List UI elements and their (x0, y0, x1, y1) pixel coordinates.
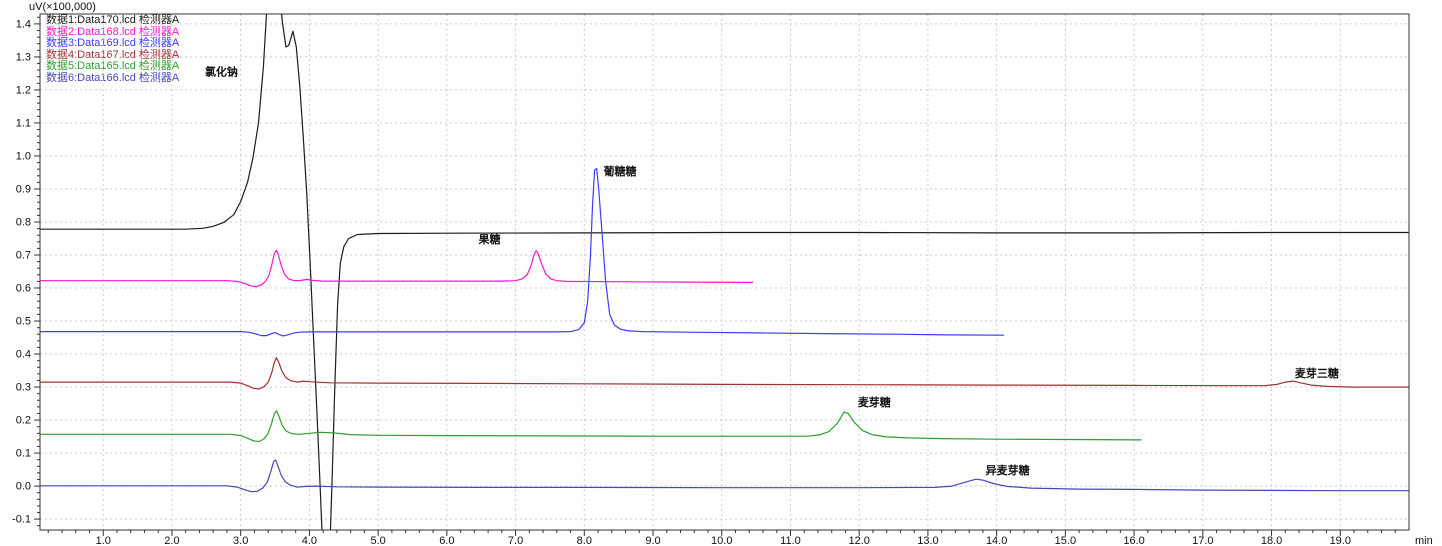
y-tick-label: 0.3 (16, 382, 31, 394)
x-tick-label: 3.0 (233, 535, 248, 546)
x-tick-label: 17.0 (1192, 535, 1213, 546)
y-tick-label: 0.8 (16, 216, 31, 228)
peak-label: 葡糖糖 (603, 164, 637, 178)
x-tick-label: 19.0 (1330, 535, 1351, 546)
y-tick-label: 0.1 (16, 448, 31, 460)
peak-label: 麦芽三糖 (1295, 366, 1339, 380)
y-axis-title: uV(×100,000) (29, 1, 96, 13)
x-tick-label: 11.0 (780, 535, 801, 546)
legend-item: 数据2:Data168.lcd 检测器A (46, 25, 180, 38)
plot-border (39, 13, 1410, 531)
x-tick-label: 4.0 (302, 535, 317, 546)
x-tick-label: 13.0 (917, 535, 938, 546)
x-axis-title: min (1415, 535, 1433, 546)
y-tick-label: 0.7 (16, 249, 31, 261)
traces-group (40, 14, 1409, 530)
y-tick-label: 0.0 (16, 481, 31, 493)
y-tick-label: 1.2 (16, 84, 31, 96)
peak-label: 果糖 (477, 232, 500, 246)
x-tick-label: 9.0 (645, 535, 660, 546)
trace-series-4 (40, 357, 1409, 390)
x-tick-label: 5.0 (370, 535, 385, 546)
y-tick-label: -0.1 (12, 514, 31, 526)
x-tick-label: 18.0 (1261, 535, 1282, 546)
x-tick-label: 15.0 (1055, 535, 1076, 546)
trace-series-1 (40, 14, 1409, 530)
y-tick-label: 0.6 (16, 283, 31, 295)
y-tick-label: 0.4 (16, 349, 31, 361)
trace-series-5 (40, 410, 1142, 443)
x-tick-label: 8.0 (577, 535, 592, 546)
trace-series-6 (40, 459, 1409, 493)
y-tick-label: 0.5 (16, 316, 31, 328)
x-tick-label: 16.0 (1123, 535, 1144, 546)
x-tick-label: 6.0 (439, 535, 454, 546)
y-tick-label: 1.0 (16, 150, 31, 162)
x-tick-label: 1.0 (96, 535, 111, 546)
trace-series-2 (40, 249, 754, 288)
legend-item: 数据5:Data165.lcd 检测器A (46, 60, 180, 72)
y-tick-label: 0.2 (16, 415, 31, 427)
peak-label: 异麦芽糖 (986, 463, 1030, 477)
x-tick-label: 12.0 (848, 535, 869, 546)
trace-series-3 (40, 167, 1005, 337)
legend-item: 数据1:Data170.lcd 检测器A (46, 14, 180, 26)
legend-item: 数据4:Data167.lcd 检测器A (46, 48, 180, 61)
y-tick-label: 1.3 (16, 51, 31, 63)
x-tick-label: 14.0 (986, 535, 1007, 546)
legend: 数据1:Data170.lcd 检测器A 数据2:Data168.lcd 检测器A… (46, 14, 180, 84)
x-tick-label: 10.0 (711, 535, 732, 546)
peak-label: 麦芽糖 (858, 395, 891, 409)
y-tick-label: 0.9 (16, 183, 31, 195)
legend-item: 数据3:Data169.lcd 检测器A (46, 37, 180, 49)
peak-label: 氯化钠 (205, 64, 238, 78)
y-tick-label: 1.4 (16, 18, 31, 30)
legend-item: 数据6:Data166.lcd 检测器A (46, 71, 180, 84)
x-tick-label: 7.0 (508, 535, 523, 546)
x-tick-label: 2.0 (164, 535, 179, 546)
y-tick-label: 1.1 (16, 117, 31, 129)
